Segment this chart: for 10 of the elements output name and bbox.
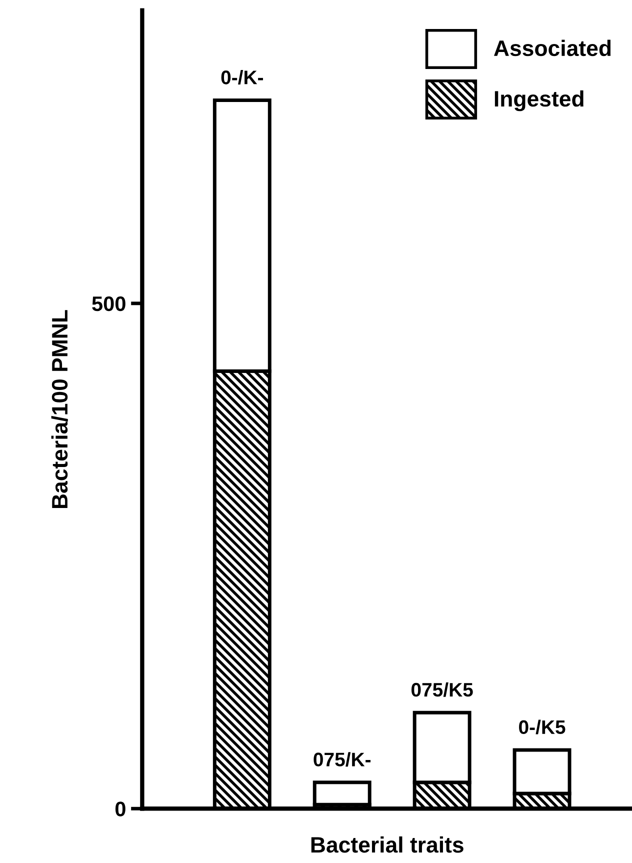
legend-label: Associated [494, 40, 611, 56]
legend-label: Ingested [494, 90, 584, 112]
y-tick-label: 500 [92, 296, 126, 312]
x-tick-label: 075/K- [314, 752, 371, 767]
y-axis-title: Bacteria/100 PMNL [51, 310, 68, 508]
y-tick-label: 0 [115, 802, 126, 816]
x-tick-label: 0-/K5 [519, 720, 566, 734]
x-tick-label: 0-/K- [221, 70, 263, 85]
x-tick-label: 075/K5 [412, 682, 473, 697]
x-axis-title: Bacterial traits [311, 836, 464, 853]
